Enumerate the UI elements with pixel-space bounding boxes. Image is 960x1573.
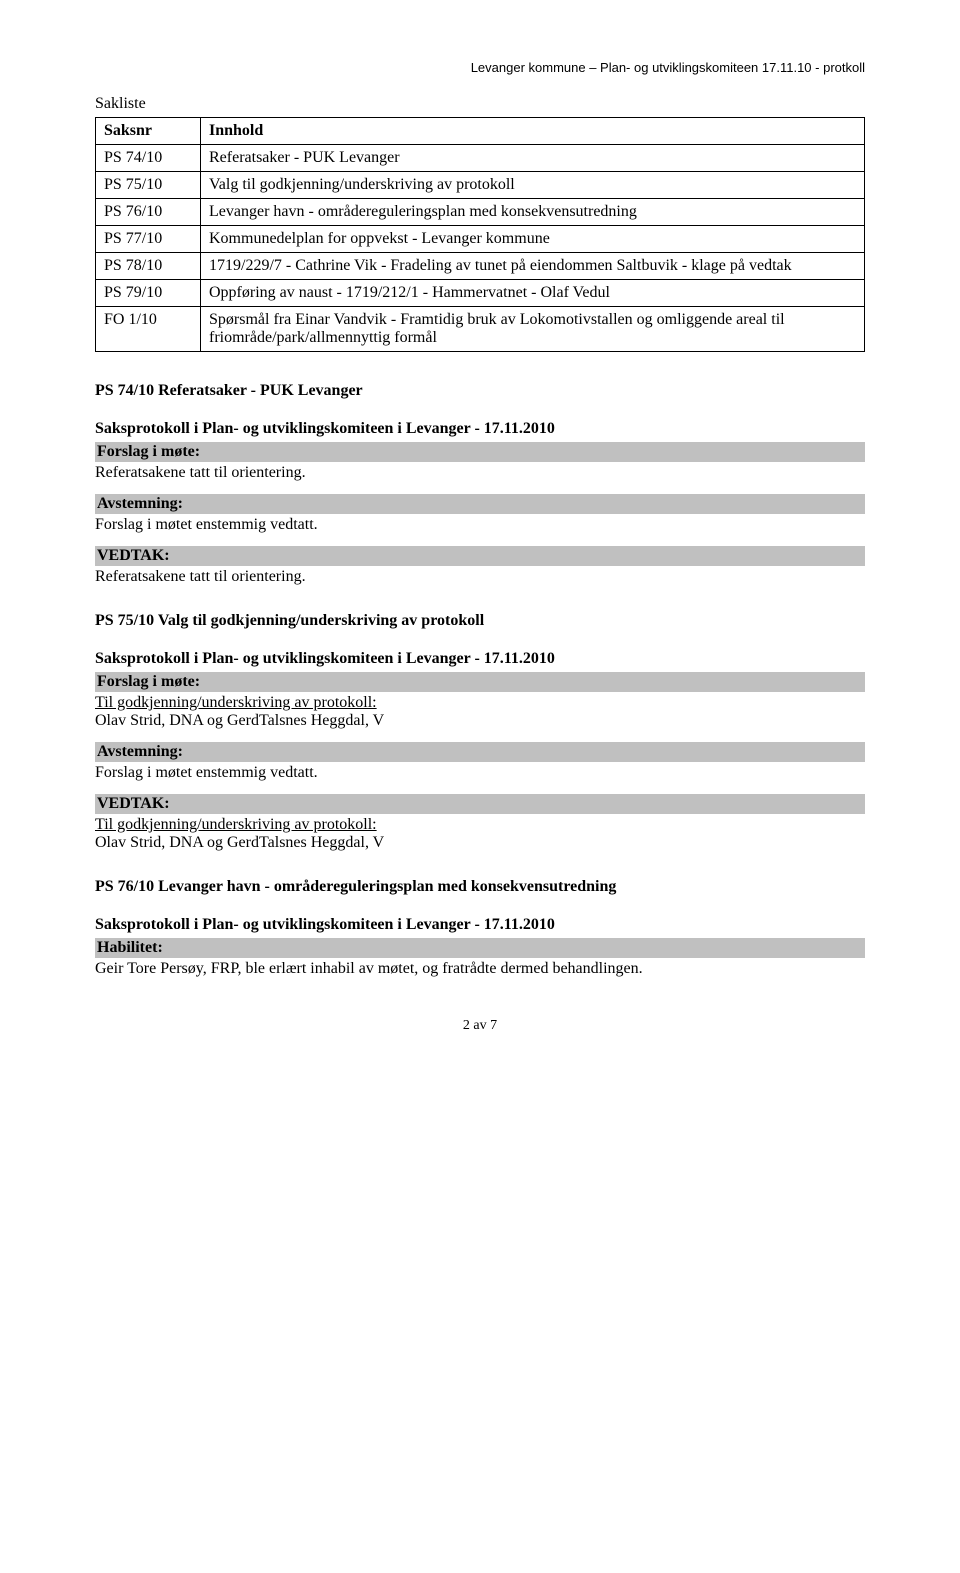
cell-saksnr: PS 78/10: [96, 253, 201, 280]
cell-saksnr: PS 77/10: [96, 226, 201, 253]
section-ps76: PS 76/10 Levanger havn - områderegulerin…: [95, 878, 865, 978]
saksprotokoll-heading: Saksprotokoll i Plan- og utviklingskomit…: [95, 650, 865, 668]
cell-innhold: Kommunedelplan for oppvekst - Levanger k…: [201, 226, 865, 253]
cell-saksnr: PS 74/10: [96, 145, 201, 172]
sakliste-table: Saksnr Innhold PS 74/10 Referatsaker - P…: [95, 117, 865, 352]
cell-innhold: Referatsaker - PUK Levanger: [201, 145, 865, 172]
vedtak-text: Til godkjenning/underskriving av protoko…: [95, 816, 865, 852]
table-row: PS 77/10 Kommunedelplan for oppvekst - L…: [96, 226, 865, 253]
section-ps75: PS 75/10 Valg til godkjenning/underskriv…: [95, 612, 865, 852]
table-row: PS 74/10 Referatsaker - PUK Levanger: [96, 145, 865, 172]
cell-innhold: Levanger havn - områdereguleringsplan me…: [201, 199, 865, 226]
forslag-line1: Til godkjenning/underskriving av protoko…: [95, 694, 377, 711]
avstemning-label: Avstemning:: [95, 494, 865, 514]
table-header-row: Saksnr Innhold: [96, 118, 865, 145]
avstemning-text: Forslag i møtet enstemmig vedtatt.: [95, 764, 865, 782]
table-row: PS 75/10 Valg til godkjenning/underskriv…: [96, 172, 865, 199]
table-row: PS 79/10 Oppføring av naust - 1719/212/1…: [96, 280, 865, 307]
forslag-line2: Olav Strid, DNA og GerdTalsnes Heggdal, …: [95, 712, 384, 729]
table-row: PS 78/10 1719/229/7 - Cathrine Vik - Fra…: [96, 253, 865, 280]
avstemning-text: Forslag i møtet enstemmig vedtatt.: [95, 516, 865, 534]
vedtak-text: Referatsakene tatt til orientering.: [95, 568, 865, 586]
sakliste-title: Sakliste: [95, 95, 865, 113]
vedtak-line1: Til godkjenning/underskriving av protoko…: [95, 816, 377, 833]
cell-saksnr: PS 79/10: [96, 280, 201, 307]
cell-innhold: Oppføring av naust - 1719/212/1 - Hammer…: [201, 280, 865, 307]
section-title: PS 76/10 Levanger havn - områderegulerin…: [95, 878, 865, 896]
forslag-text: Til godkjenning/underskriving av protoko…: [95, 694, 865, 730]
vedtak-label: VEDTAK:: [95, 794, 865, 814]
col-header-saksnr: Saksnr: [96, 118, 201, 145]
forslag-text: Referatsakene tatt til orientering.: [95, 464, 865, 482]
section-title: PS 75/10 Valg til godkjenning/underskriv…: [95, 612, 865, 630]
col-header-innhold: Innhold: [201, 118, 865, 145]
section-title: PS 74/10 Referatsaker - PUK Levanger: [95, 382, 865, 400]
cell-innhold: Spørsmål fra Einar Vandvik - Framtidig b…: [201, 307, 865, 352]
page-footer: 2 av 7: [95, 1018, 865, 1034]
vedtak-label: VEDTAK:: [95, 546, 865, 566]
saksprotokoll-heading: Saksprotokoll i Plan- og utviklingskomit…: [95, 420, 865, 438]
cell-saksnr: FO 1/10: [96, 307, 201, 352]
habilitet-label: Habilitet:: [95, 938, 865, 958]
forslag-label: Forslag i møte:: [95, 672, 865, 692]
vedtak-line2: Olav Strid, DNA og GerdTalsnes Heggdal, …: [95, 834, 384, 851]
page-header: Levanger kommune – Plan- og utviklingsko…: [95, 60, 865, 75]
table-row: PS 76/10 Levanger havn - områderegulerin…: [96, 199, 865, 226]
avstemning-label: Avstemning:: [95, 742, 865, 762]
saksprotokoll-heading: Saksprotokoll i Plan- og utviklingskomit…: [95, 916, 865, 934]
document-page: Levanger kommune – Plan- og utviklingsko…: [0, 0, 960, 1074]
table-row: FO 1/10 Spørsmål fra Einar Vandvik - Fra…: [96, 307, 865, 352]
cell-saksnr: PS 75/10: [96, 172, 201, 199]
forslag-label: Forslag i møte:: [95, 442, 865, 462]
section-ps74: PS 74/10 Referatsaker - PUK Levanger Sak…: [95, 382, 865, 586]
habilitet-text: Geir Tore Persøy, FRP, ble erlært inhabi…: [95, 960, 865, 978]
cell-innhold: 1719/229/7 - Cathrine Vik - Fradeling av…: [201, 253, 865, 280]
cell-saksnr: PS 76/10: [96, 199, 201, 226]
cell-innhold: Valg til godkjenning/underskriving av pr…: [201, 172, 865, 199]
